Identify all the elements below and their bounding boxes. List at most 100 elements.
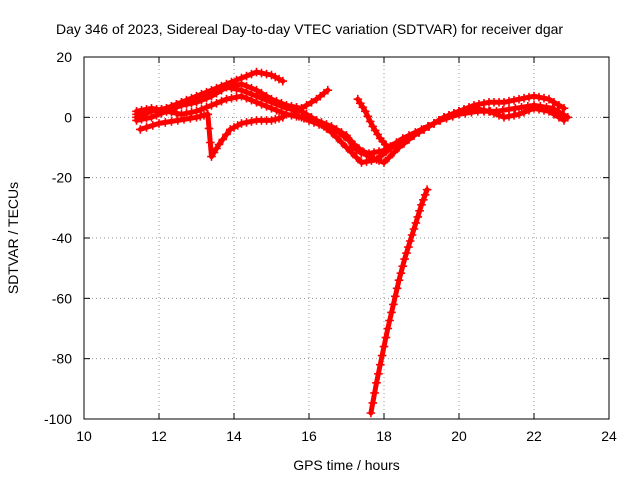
data-point [383,324,393,333]
data-point [352,145,361,154]
data-point [357,158,366,167]
data-point [222,82,231,92]
data-point [417,125,426,134]
data-point [394,275,404,285]
data-point [267,116,276,125]
data-point [423,122,433,131]
data-point [442,114,451,123]
data-point [542,103,551,112]
data-point [517,103,526,112]
data-point [514,94,524,104]
data-point [197,92,206,102]
data-point [499,98,509,107]
data-point [511,104,520,113]
data-point [509,111,519,120]
data-point [363,112,373,121]
x-tick-label: 10 [76,428,92,444]
data-point [173,116,183,125]
y-tick-label: -20 [52,170,72,186]
data-point [358,147,368,156]
data-point [376,360,385,369]
data-point [323,85,333,95]
data-point [539,93,549,103]
data-point [242,71,251,81]
data-point [417,200,426,210]
data-point [385,316,394,325]
data-point [519,93,529,103]
data-point [467,108,476,117]
data-point [257,68,266,78]
data-point [448,112,458,121]
data-point [218,135,228,144]
data-point [289,110,299,119]
data-point [352,153,361,162]
data-point [519,108,529,117]
data-point [207,101,216,110]
data-point [214,140,224,149]
data-point [461,109,470,118]
data-point [167,117,176,126]
data-point [409,224,419,234]
data-point [147,104,156,113]
series-markers [346,101,573,158]
data-point [199,111,209,120]
data-point [314,120,324,129]
data-point [202,90,211,100]
data-point [398,261,408,271]
data-point [402,248,411,258]
data-point [203,110,213,119]
data-point [420,190,430,200]
data-point [387,308,396,317]
data-point [411,218,421,228]
axis-ticks: 10 12 14 16 18 20 22 24 -100 -80 -60 -40 -20 0 20 [44,49,617,444]
data-point [202,103,211,112]
data-point [206,138,215,147]
data-point [227,93,236,103]
data-point [422,185,432,194]
data-point [374,156,384,165]
data-point [182,109,191,118]
y-tick-label: -60 [52,290,72,306]
data-point [504,96,514,106]
data-point [302,101,311,110]
data-point [369,148,379,157]
data-point [361,107,370,116]
data-point [152,105,161,114]
data-point [207,88,216,98]
data-point [379,146,389,155]
data-point [365,117,375,126]
data-point [262,69,271,79]
data-point [192,94,201,104]
data-point [154,119,164,128]
data-point [384,153,394,162]
x-axis-label: GPS time / hours [293,457,400,473]
x-tick-label: 18 [376,428,392,444]
data-point [509,95,519,105]
data-point [177,110,186,119]
chart-title: Day 346 of 2023, Sidereal Day-to-day VTE… [56,21,563,37]
data-point [247,95,256,105]
data-point [278,76,288,86]
data-point [377,351,387,360]
data-point [436,116,445,125]
data-point [400,254,409,264]
data-point [370,388,379,398]
data-point [407,230,417,240]
data-point [386,142,395,151]
data-point [222,94,231,104]
x-tick-label: 24 [601,428,617,444]
data-point [337,138,346,147]
data-point [392,138,401,147]
data-point [548,104,558,113]
data-point [404,242,413,252]
data-point [392,284,402,293]
data-point [204,124,214,133]
data-point [389,148,399,157]
data-point [524,92,534,102]
data-point [319,122,329,131]
data-point [529,101,539,110]
data-point [366,408,376,418]
data-point [274,114,284,123]
y-tick-label: -80 [52,351,72,367]
data-point [242,118,251,127]
